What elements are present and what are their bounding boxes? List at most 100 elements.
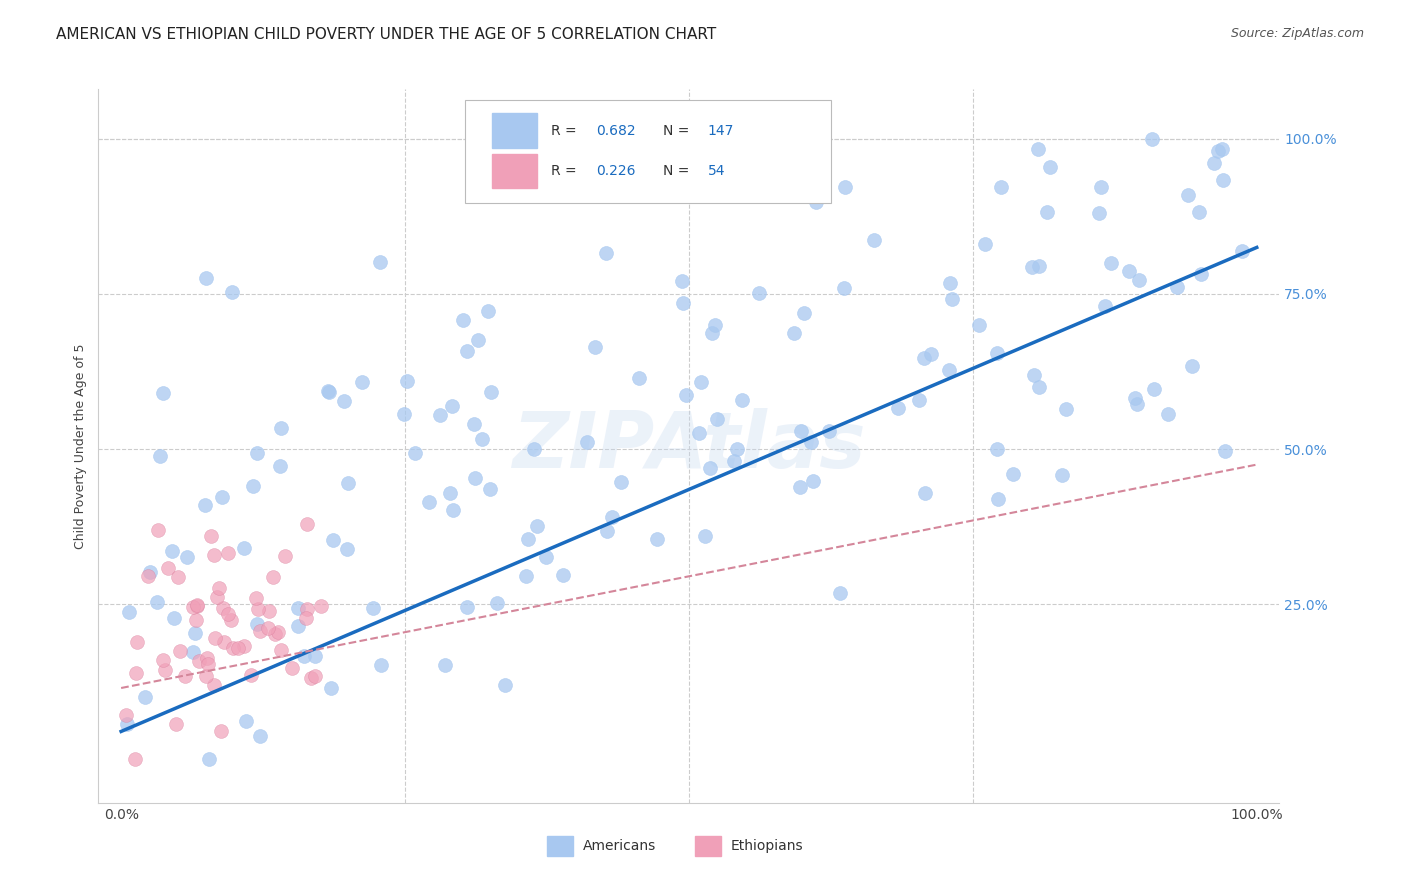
- Point: [138, 569, 160, 583]
- Point: [319, 681, 342, 696]
- FancyBboxPatch shape: [492, 154, 537, 188]
- Point: [700, 326, 723, 340]
- Point: [202, 678, 225, 692]
- Point: [471, 433, 494, 447]
- Point: [222, 641, 245, 656]
- Point: [1001, 467, 1024, 481]
- Point: [274, 549, 297, 563]
- Point: [783, 326, 806, 340]
- Point: [396, 375, 419, 389]
- Point: [163, 611, 186, 625]
- Point: [479, 482, 502, 496]
- Text: Americans: Americans: [582, 839, 655, 854]
- Point: [789, 480, 811, 494]
- Point: [967, 318, 990, 332]
- Point: [1143, 382, 1166, 396]
- Point: [295, 611, 318, 625]
- Point: [440, 400, 463, 414]
- Point: [336, 541, 359, 556]
- Point: [184, 613, 207, 627]
- Point: [211, 490, 233, 504]
- Point: [246, 616, 269, 631]
- Point: [287, 618, 309, 632]
- Point: [124, 752, 146, 766]
- Point: [523, 442, 546, 457]
- Point: [938, 276, 960, 290]
- Point: [246, 602, 269, 616]
- Point: [485, 596, 508, 610]
- Point: [262, 569, 284, 583]
- Point: [974, 236, 997, 251]
- Point: [1188, 205, 1211, 219]
- Point: [295, 516, 318, 531]
- Point: [394, 407, 416, 421]
- Point: [731, 392, 754, 407]
- Point: [429, 408, 451, 422]
- Point: [986, 442, 1008, 456]
- Point: [1204, 156, 1226, 170]
- Point: [1128, 273, 1150, 287]
- Point: [146, 595, 169, 609]
- Point: [153, 663, 176, 677]
- Point: [208, 582, 231, 596]
- Point: [1123, 391, 1146, 405]
- Point: [804, 195, 827, 210]
- Point: [197, 752, 219, 766]
- Point: [801, 474, 824, 488]
- Point: [832, 281, 855, 295]
- Point: [194, 270, 217, 285]
- Text: Source: ZipAtlas.com: Source: ZipAtlas.com: [1230, 27, 1364, 40]
- Point: [1099, 255, 1122, 269]
- FancyBboxPatch shape: [464, 100, 831, 203]
- Point: [370, 658, 392, 673]
- Point: [267, 625, 290, 640]
- Point: [1140, 132, 1163, 146]
- Point: [226, 640, 249, 655]
- Point: [1039, 161, 1062, 175]
- Text: N =: N =: [664, 124, 693, 137]
- Point: [219, 613, 242, 627]
- Point: [479, 385, 502, 400]
- Point: [536, 549, 558, 564]
- Point: [600, 510, 623, 524]
- Point: [249, 729, 271, 743]
- Point: [166, 570, 188, 584]
- Text: AMERICAN VS ETHIOPIAN CHILD POVERTY UNDER THE AGE OF 5 CORRELATION CHART: AMERICAN VS ETHIOPIAN CHILD POVERTY UNDE…: [56, 27, 717, 42]
- Point: [862, 233, 884, 247]
- Point: [1206, 144, 1229, 158]
- Point: [515, 569, 537, 583]
- Point: [197, 657, 219, 672]
- Point: [672, 295, 695, 310]
- Point: [232, 541, 254, 555]
- Point: [987, 492, 1010, 507]
- Point: [628, 371, 651, 385]
- Point: [246, 446, 269, 460]
- Point: [920, 347, 942, 361]
- Point: [595, 524, 617, 539]
- Text: 54: 54: [707, 164, 725, 178]
- Point: [322, 533, 344, 547]
- Point: [169, 644, 191, 658]
- Point: [439, 486, 461, 500]
- Point: [162, 544, 184, 558]
- Point: [1026, 142, 1049, 156]
- Point: [1213, 444, 1236, 458]
- Point: [467, 333, 489, 347]
- Point: [418, 495, 440, 509]
- Point: [270, 421, 292, 435]
- Text: 0.226: 0.226: [596, 164, 636, 178]
- Point: [115, 708, 138, 723]
- Point: [304, 648, 326, 663]
- Point: [242, 479, 264, 493]
- Point: [217, 607, 239, 621]
- Point: [1087, 206, 1109, 220]
- Point: [456, 600, 478, 615]
- Point: [433, 657, 456, 672]
- Point: [125, 635, 148, 649]
- Text: R =: R =: [551, 124, 581, 137]
- Point: [723, 453, 745, 467]
- Point: [1036, 205, 1059, 219]
- Point: [1126, 397, 1149, 411]
- Point: [186, 599, 208, 614]
- Point: [690, 376, 713, 390]
